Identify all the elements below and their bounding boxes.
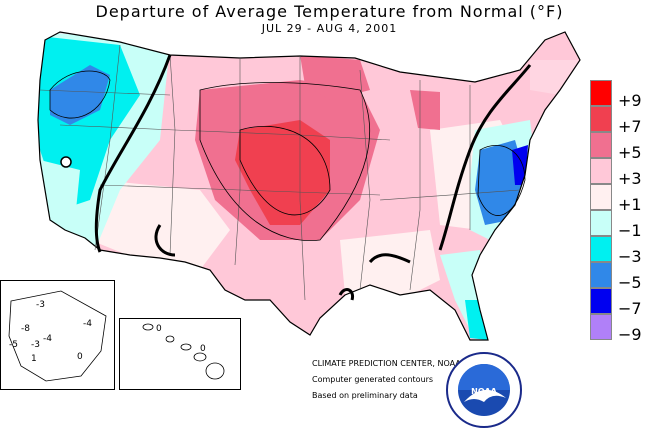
ak-label-7: -5: [9, 340, 18, 350]
legend-item: −5: [590, 262, 655, 292]
legend-label: +1: [618, 195, 642, 214]
legend-item: +1: [590, 184, 655, 214]
date-range: JUL 29 - AUG 4, 2001: [261, 22, 398, 35]
legend-item: +7: [590, 106, 655, 136]
legend-label: +5: [618, 143, 642, 162]
hawaii-map: 0 0: [142, 323, 225, 380]
legend-label: −5: [618, 273, 642, 292]
ak-label-6: 0: [77, 352, 83, 362]
legend-item: +9: [590, 80, 655, 110]
ak-label-4: -4: [83, 319, 92, 329]
legend-label: −3: [618, 247, 642, 266]
legend-swatch: [590, 184, 612, 210]
ak-label-3: -4: [43, 334, 52, 344]
legend-swatch: [590, 288, 612, 314]
legend-swatch: [590, 106, 612, 132]
ak-label-1: -3: [36, 300, 45, 310]
legend-item: −1: [590, 210, 655, 240]
legend-item: +5: [590, 132, 655, 162]
legend-item: −9: [590, 314, 655, 344]
legend-swatch: [590, 158, 612, 184]
credit-line-3: Based on preliminary data: [312, 391, 418, 400]
legend-label: +9: [618, 91, 642, 110]
legend-label: −7: [618, 299, 642, 318]
legend-label: −9: [618, 325, 642, 344]
legend-label: +3: [618, 169, 642, 188]
legend-swatch: [590, 262, 612, 288]
ak-label-5: -3: [31, 340, 40, 350]
legend-swatch: [590, 80, 612, 106]
credits: CLIMATE PREDICTION CENTER, NOAA Computer…: [312, 356, 461, 404]
legend-item: −3: [590, 236, 655, 266]
hi-label-1: 0: [156, 324, 162, 334]
map-title: Departure of Average Temperature from No…: [95, 2, 564, 21]
hi-label-2: 0: [200, 344, 206, 354]
legend-swatch: [590, 210, 612, 236]
noaa-logo: NOAA: [446, 352, 522, 428]
ak-label-8: 1: [31, 354, 37, 364]
legend-item: +3: [590, 158, 655, 188]
credit-line-1: CLIMATE PREDICTION CENTER, NOAA: [312, 359, 461, 368]
legend-label: +7: [618, 117, 642, 136]
hawaii-inset: 0 0: [119, 318, 241, 390]
credit-line-2: Computer generated contours: [312, 375, 434, 384]
alaska-inset: -3 -8 -4 -4 -3 0 -5 1: [0, 280, 115, 390]
noaa-logo-text: NOAA: [471, 387, 497, 396]
legend-swatch: [590, 132, 612, 158]
legend-item: −7: [590, 288, 655, 318]
temperature-departure-map: [37, 31, 581, 341]
legend-swatch: [590, 236, 612, 262]
alaska-map: -3 -8 -4 -4 -3 0 -5 1: [8, 290, 107, 382]
legend-label: −1: [618, 221, 642, 240]
legend-swatch: [590, 314, 612, 340]
color-legend: +9 +7 +5 +3 +1 −1 −3 −5 −7 −9: [590, 80, 655, 344]
ak-label-2: -8: [21, 324, 30, 334]
